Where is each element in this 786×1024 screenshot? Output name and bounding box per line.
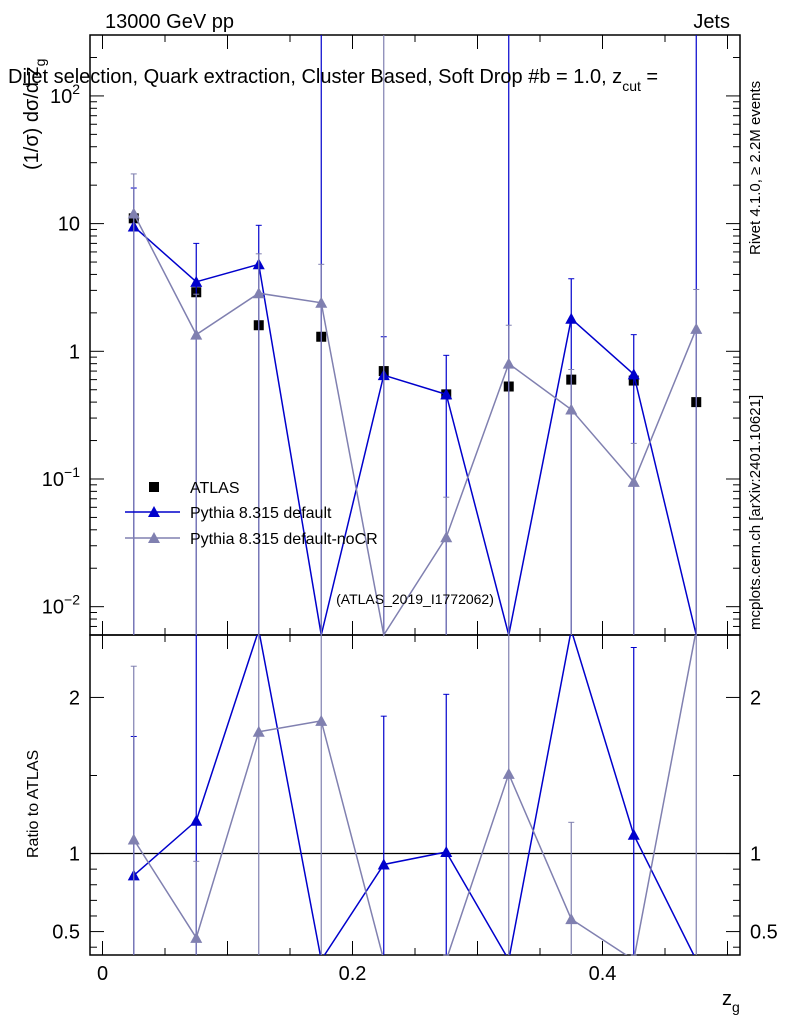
default-marker xyxy=(440,388,453,400)
nocr-ratio-marker xyxy=(127,833,140,845)
analysis-watermark: (ATLAS_2019_I1772062) xyxy=(336,591,494,607)
nocr-marker xyxy=(565,403,578,415)
default-marker xyxy=(565,312,578,324)
y-axis-label-main: (1/σ) dσ/d zg xyxy=(21,59,48,170)
nocr-marker xyxy=(127,207,140,219)
default-line xyxy=(133,225,697,636)
legend: ATLAS Pythia 8.315 default Pythia 8.315 de… xyxy=(125,480,378,548)
default-ratio-marker xyxy=(377,858,390,870)
main-frame xyxy=(89,34,741,636)
plot-frames xyxy=(89,34,741,956)
y-axis-label-ratio: Ratio to ATLAS xyxy=(25,750,42,858)
y-tick-label: 10 xyxy=(58,214,80,236)
nocr-marker xyxy=(315,296,328,308)
selection-text: Dijet selection, Quark extraction, Clust… xyxy=(8,66,622,88)
legend-label-nocr: Pythia 8.315 default-noCR xyxy=(190,531,378,548)
default-ratio-marker xyxy=(440,845,453,857)
ratio-y-tick-label-left: 1 xyxy=(69,844,80,866)
default-marker xyxy=(627,368,640,380)
nocr-marker xyxy=(190,328,203,340)
ratio-y-tick-label-left: 2 xyxy=(69,687,80,709)
selection-tail: = xyxy=(641,66,658,88)
selection-subscript: cut xyxy=(622,78,641,94)
header-left: 13000 GeV pp xyxy=(105,11,234,33)
nocr-ratio-marker xyxy=(502,767,515,779)
default-marker xyxy=(190,275,203,287)
selection-label: Dijet selection, Quark extraction, Clust… xyxy=(8,66,658,94)
legend-marker-nocr xyxy=(148,532,160,543)
nocr-marker xyxy=(440,531,453,543)
nocr-marker xyxy=(627,475,640,487)
header-right: Jets xyxy=(693,11,730,33)
nocr-ratio-line xyxy=(133,635,697,955)
legend-marker-atlas xyxy=(149,482,159,492)
x-tick-label: 0 xyxy=(97,963,108,985)
legend-label-default: Pythia 8.315 default xyxy=(190,505,332,522)
x-tick-label: 0.2 xyxy=(339,963,367,985)
nocr-ratio-marker xyxy=(565,913,578,925)
nocr-ratio-marker xyxy=(252,725,265,737)
nocr-marker xyxy=(502,357,515,369)
nocr-marker xyxy=(690,322,703,334)
legend-label-atlas: ATLAS xyxy=(190,480,240,497)
ratio-frame xyxy=(89,634,741,956)
nocr-ratio-marker xyxy=(190,931,203,943)
y-tick-label: 10−1 xyxy=(42,464,80,491)
ratio-panel: 0 0.2 0.4 0.5 0.5 1 1 2 2 xyxy=(52,635,778,985)
x-tick-label: 0.4 xyxy=(589,963,617,985)
y-tick-label: 1 xyxy=(69,341,80,363)
mcplots-label: mcplots.cern.ch [arXiv:2401.10621] xyxy=(747,395,764,630)
ratio-y-tick-label-right: 2 xyxy=(750,687,761,709)
x-axis-label: zg xyxy=(722,988,740,1015)
nocr-marker xyxy=(252,287,265,299)
legend-marker-default xyxy=(148,506,160,517)
y-tick-label: 10−2 xyxy=(42,592,80,619)
nocr-line xyxy=(133,213,697,637)
default-ratio-line xyxy=(133,635,695,955)
y-tick-label: 102 xyxy=(50,81,80,108)
main-panel: 10−2 10−1 1 10 102 xyxy=(42,34,740,637)
nocr-ratio-marker xyxy=(315,714,328,726)
default-ratio-marker xyxy=(190,814,203,826)
rivet-label: Rivet 4.1.0, ≥ 2.2M events xyxy=(747,81,764,255)
ratio-y-tick-label-left: 0.5 xyxy=(52,922,80,944)
y-axis-label-subscript: g xyxy=(32,59,48,67)
ratio-y-tick-label-right: 0.5 xyxy=(750,922,778,944)
default-ratio-marker xyxy=(627,828,640,840)
y-axis-label-text: (1/σ) dσ/d z xyxy=(21,66,43,170)
ratio-y-tick-label-right: 1 xyxy=(750,844,761,866)
